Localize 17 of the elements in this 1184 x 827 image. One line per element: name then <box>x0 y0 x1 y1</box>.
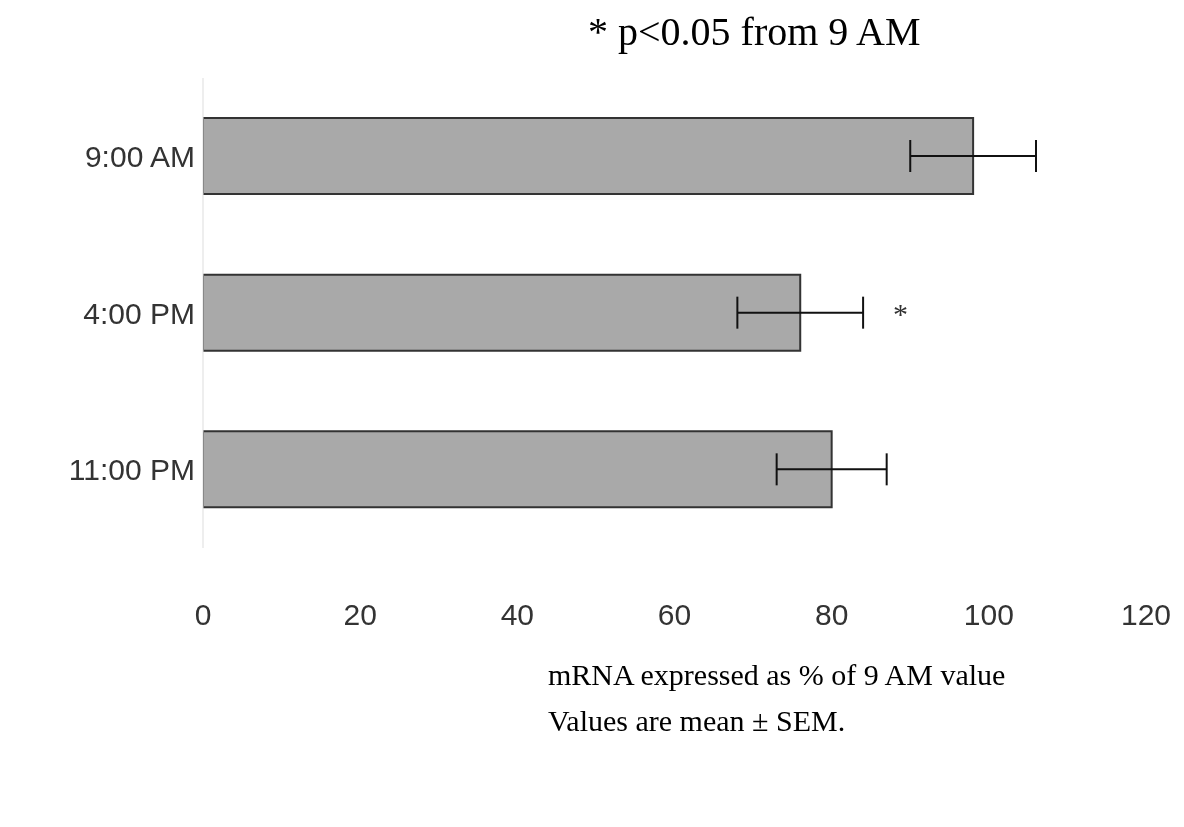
bar <box>203 117 975 195</box>
x-axis-title: mRNA expressed as % of 9 AM value <box>547 658 1007 692</box>
x-tick-label: 80 <box>814 598 849 632</box>
bar <box>203 273 802 352</box>
text: Values are mean ± SEM. <box>547 704 847 738</box>
y-tick-label: 9:00 AM <box>84 139 195 173</box>
bar <box>203 430 833 509</box>
x-tick-label: 60 <box>657 598 692 632</box>
annotation: * <box>893 296 909 330</box>
x-tick-label: 100 <box>963 598 1014 632</box>
x-tick-label: 40 <box>500 598 535 632</box>
x-tick-label: 20 <box>343 598 377 632</box>
chart-title: * p<0.05 from 9 AM <box>587 8 922 56</box>
x-tick-label: 120 <box>1120 598 1172 632</box>
y-tick-label: 4:00 PM <box>83 296 195 330</box>
y-tick-label: 11:00 PM <box>68 453 195 487</box>
x-tick-label: 0 <box>194 598 212 632</box>
